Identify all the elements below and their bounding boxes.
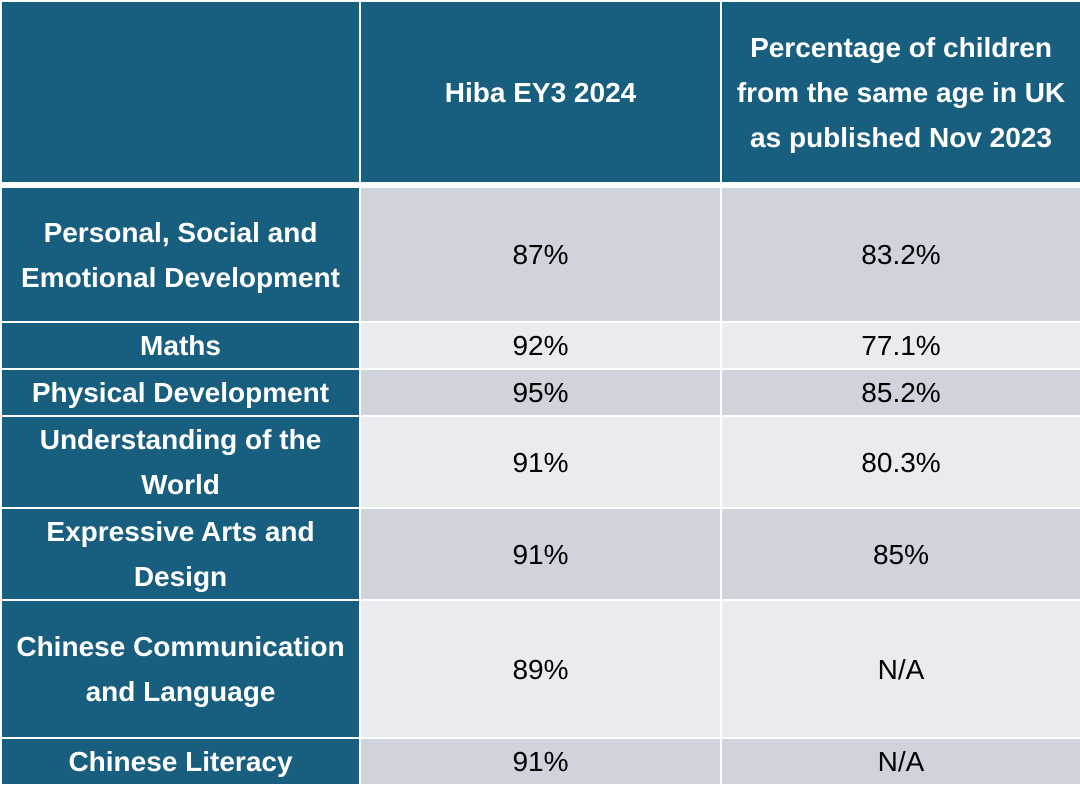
uk-value: N/A (720, 737, 1080, 786)
table-row: Chinese Communication and Language 89% N… (0, 599, 1080, 739)
hiba-value: 89% (359, 599, 722, 739)
row-label: Physical Development (0, 368, 361, 417)
row-label: Expressive Arts and Design (0, 507, 361, 601)
uk-value: 80.3% (720, 415, 1080, 509)
uk-value: 83.2% (720, 184, 1080, 323)
table-row: Maths 92% 77.1% (0, 321, 1080, 370)
table-row: Personal, Social and Emotional Developme… (0, 184, 1080, 323)
header-hiba: Hiba EY3 2024 (359, 0, 722, 188)
hiba-value: 87% (359, 184, 722, 323)
row-label: Chinese Literacy (0, 737, 361, 786)
uk-value: 85% (720, 507, 1080, 601)
hiba-value: 91% (359, 507, 722, 601)
table-row: Physical Development 95% 85.2% (0, 368, 1080, 417)
header-uk: Percentage of children from the same age… (720, 0, 1080, 188)
table-row: Expressive Arts and Design 91% 85% (0, 507, 1080, 601)
uk-value: 77.1% (720, 321, 1080, 370)
row-label: Personal, Social and Emotional Developme… (0, 184, 361, 323)
uk-value: 85.2% (720, 368, 1080, 417)
hiba-value: 91% (359, 737, 722, 786)
row-label: Maths (0, 321, 361, 370)
hiba-value: 91% (359, 415, 722, 509)
hiba-value: 95% (359, 368, 722, 417)
header-row: Hiba EY3 2024 Percentage of children fro… (0, 0, 1080, 188)
header-corner (0, 0, 361, 188)
row-label: Understanding of the World (0, 415, 361, 509)
table-row: Understanding of the World 91% 80.3% (0, 415, 1080, 509)
row-label: Chinese Communication and Language (0, 599, 361, 739)
hiba-value: 92% (359, 321, 722, 370)
table-row: Chinese Literacy 91% N/A (0, 737, 1080, 786)
uk-value: N/A (720, 599, 1080, 739)
